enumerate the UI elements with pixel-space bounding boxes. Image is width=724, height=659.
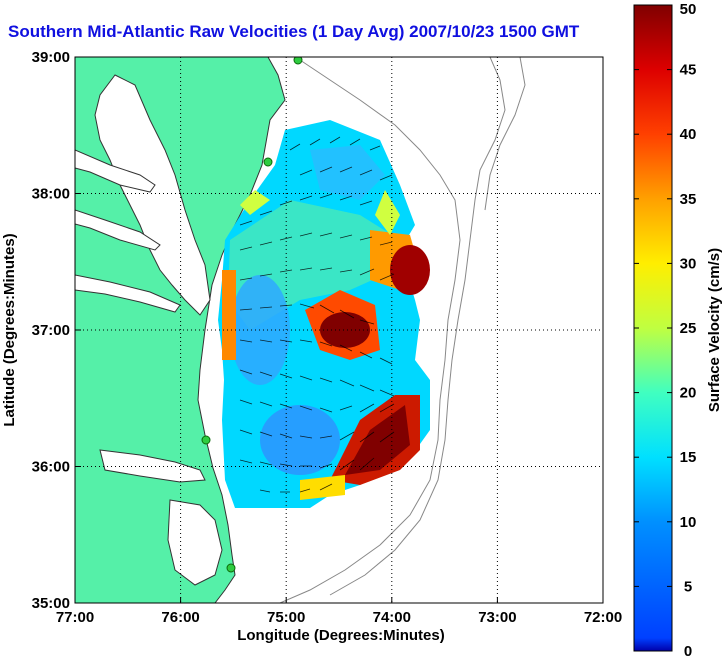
colorbar-label: Surface Velocity (cm/s) <box>706 248 723 412</box>
colorbar <box>633 4 673 652</box>
y-tick-label: 35:00 <box>32 595 70 612</box>
colorbar-tick-label: 45 <box>680 62 697 79</box>
x-tick-label: 75:00 <box>267 609 305 626</box>
velocity-field <box>218 120 430 508</box>
x-tick-label: 77:00 <box>56 609 94 626</box>
velocity-vectors <box>239 136 395 493</box>
colorbar-tick-label: 0 <box>684 643 692 659</box>
x-tick-label: 74:00 <box>373 609 411 626</box>
x-tick-label: 76:00 <box>161 609 199 626</box>
tick-marks <box>75 193 498 603</box>
bathymetry-contour <box>329 57 506 596</box>
graticule <box>75 57 603 603</box>
radar-site-marker <box>263 157 273 167</box>
map-title: Southern Mid-Atlantic Raw Velocities (1 … <box>8 22 580 41</box>
colorbar-tick-label: 5 <box>684 578 692 595</box>
albemarle-sound <box>99 449 206 483</box>
potomac-river <box>75 149 156 193</box>
colorbar-tick-label: 40 <box>680 126 697 143</box>
y-axis-label: Latitude (Degrees:Minutes) <box>1 233 18 426</box>
y-tick-label: 39:00 <box>32 49 70 66</box>
colorbar-tick-label: 30 <box>680 255 697 272</box>
rappahannock-river <box>75 209 161 251</box>
y-tick-label: 36:00 <box>32 459 70 476</box>
colorbar-tick-label: 20 <box>680 385 697 402</box>
radar-site-marker <box>226 563 236 573</box>
york-james-river <box>75 274 181 313</box>
pamlico-sound <box>167 499 223 586</box>
y-tick-labels: 39:00 38:00 37:00 36:00 35:00 <box>32 49 70 612</box>
colorbar-tick-label: 50 <box>680 1 697 18</box>
chesapeake-bay <box>94 74 211 316</box>
bathymetry-contour <box>279 59 461 603</box>
x-tick-label: 72:00 <box>584 609 622 626</box>
colorbar-tick-label: 15 <box>680 449 697 466</box>
radar-site-marker <box>293 57 303 65</box>
radar-sites <box>201 57 303 573</box>
bathymetry-contour <box>484 57 526 211</box>
colorbar-tick-label: 10 <box>680 514 697 531</box>
x-tick-labels: 77:00 76:00 75:00 74:00 73:00 72:00 <box>56 609 622 626</box>
y-tick-label: 37:00 <box>32 322 70 339</box>
x-tick-label: 73:00 <box>478 609 516 626</box>
radar-site-marker <box>201 435 211 445</box>
colorbar-tick-label: 35 <box>680 191 697 208</box>
y-tick-label: 38:00 <box>32 186 70 203</box>
x-axis-label: Longitude (Degrees:Minutes) <box>237 627 445 644</box>
colorbar-tick-label: 25 <box>680 320 697 337</box>
